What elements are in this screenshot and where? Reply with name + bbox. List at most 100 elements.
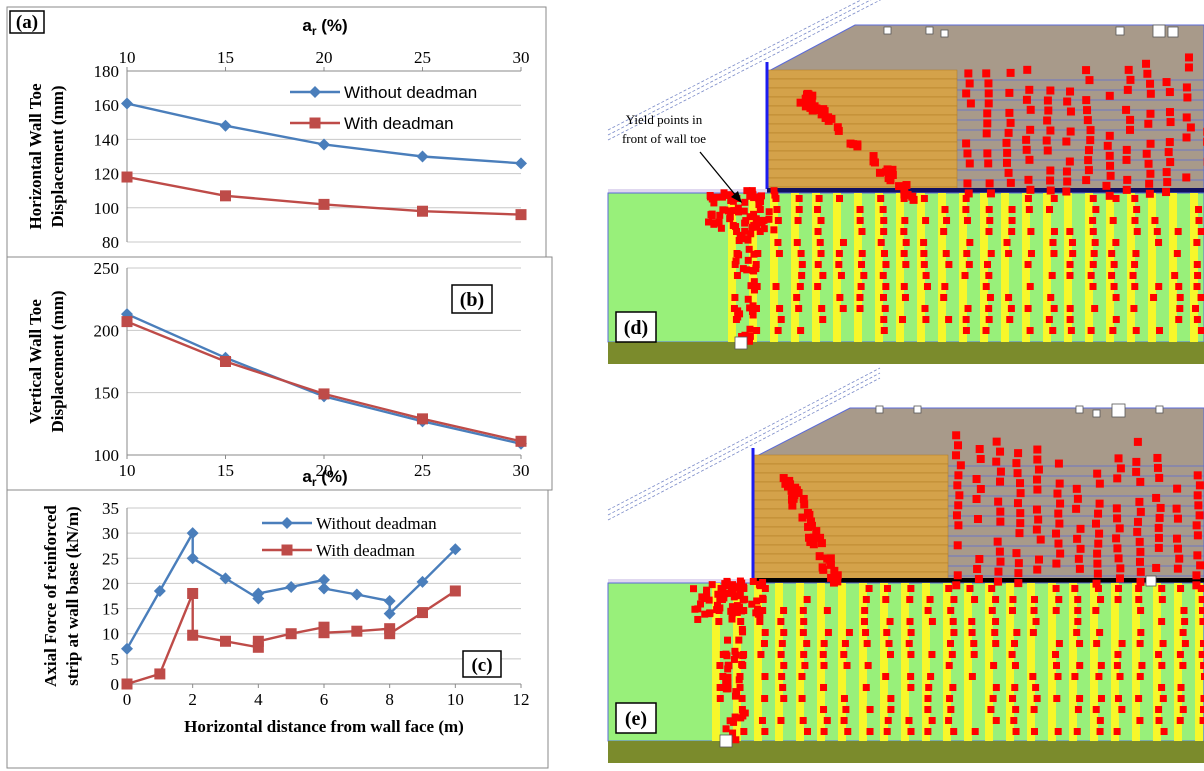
yield-point	[982, 129, 991, 138]
wall-block	[752, 508, 949, 519]
slope-guide-line	[607, 0, 882, 141]
yield-point	[1195, 481, 1204, 490]
legend-label: Without deadman	[344, 83, 477, 102]
yield-point	[1195, 206, 1203, 213]
yield-point	[728, 609, 736, 617]
yield-point	[1056, 499, 1065, 508]
y-axis-label: strip at wall base (kN/m)	[63, 506, 82, 685]
yield-point	[820, 640, 828, 647]
monitor-marker	[940, 29, 949, 38]
yield-point	[1192, 571, 1201, 580]
yield-point	[996, 447, 1005, 456]
yield-point	[1126, 115, 1135, 124]
yield-point	[1046, 206, 1054, 213]
yield-point	[728, 603, 736, 611]
yield-point	[840, 717, 848, 724]
yield-point	[1045, 316, 1053, 323]
yield-point	[949, 684, 957, 691]
yield-point	[733, 608, 741, 616]
yield-point	[738, 706, 746, 713]
yield-point	[1014, 559, 1023, 568]
yield-point	[1072, 484, 1081, 493]
yield-point	[1036, 535, 1045, 544]
yield-point	[953, 541, 962, 550]
x-axis-label: ar (%)	[302, 16, 347, 38]
panel-c: 0 5 10 15 20 25 30 35 0 2 4 6 8 10 12 Without deadman Wi…	[6, 489, 549, 769]
panel-c-label-box	[462, 650, 502, 678]
monitor-marker	[1115, 26, 1125, 36]
yield-point	[710, 194, 718, 202]
yield-point	[840, 651, 848, 658]
marker-with-deadman	[318, 621, 330, 633]
yield-point	[1091, 305, 1099, 312]
foundation	[608, 741, 1204, 763]
yield-point	[1032, 525, 1041, 534]
panel-b-label-box	[451, 284, 493, 314]
yield-point	[800, 651, 808, 658]
yield-point	[1146, 109, 1155, 118]
yield-point	[1063, 177, 1072, 186]
yield-point	[1151, 217, 1159, 224]
marker-with-deadman	[417, 205, 428, 217]
yield-point	[1177, 684, 1185, 691]
yield-point	[1132, 457, 1141, 466]
yield-point	[926, 596, 934, 603]
yield-point	[945, 717, 953, 724]
yield-point	[1118, 640, 1126, 647]
yield-point	[986, 217, 994, 224]
yield-point	[836, 195, 844, 202]
yield-point	[770, 187, 778, 195]
yield-point	[1033, 695, 1041, 702]
yield-point	[1112, 195, 1120, 202]
soil-strip	[1090, 583, 1098, 741]
yield-point	[975, 555, 984, 564]
yield-point	[716, 684, 724, 691]
yield-point	[1155, 239, 1163, 246]
yield-point	[1173, 484, 1182, 493]
yield-point	[953, 481, 962, 490]
yield-point	[1008, 206, 1016, 213]
yield-point	[1174, 228, 1182, 235]
marker-with-deadman	[220, 190, 231, 202]
yield-point	[729, 197, 737, 205]
marker-without-deadman	[219, 572, 232, 585]
soil-strip	[896, 193, 904, 342]
yield-point	[992, 596, 1000, 603]
yield-point	[1013, 469, 1022, 478]
yield-point	[1193, 239, 1201, 246]
yield-point	[920, 239, 928, 246]
yield-point	[706, 609, 714, 617]
yield-point	[880, 316, 888, 323]
y-axis-label: Axial Force of reinforced	[41, 505, 60, 687]
yield-point	[1159, 695, 1167, 702]
y-tick-label: 25	[102, 549, 119, 568]
yield-point	[1173, 564, 1182, 573]
yield-point	[1155, 651, 1163, 658]
yield-point	[1112, 239, 1120, 246]
yield-point	[729, 729, 737, 737]
yield-point	[881, 305, 889, 312]
y-tick-label: 120	[94, 165, 120, 184]
yield-point	[1006, 68, 1015, 77]
yield-point	[741, 227, 749, 235]
yield-point	[724, 673, 732, 681]
yield-point	[750, 267, 758, 275]
yield-point	[1142, 59, 1151, 68]
yield-point	[1072, 504, 1081, 513]
yield-point	[1145, 189, 1154, 198]
yield-point	[971, 596, 979, 603]
yield-point	[758, 219, 766, 227]
yield-point	[1010, 717, 1018, 724]
monitor-marker	[1111, 403, 1126, 418]
yield-point	[765, 208, 773, 216]
yield-point	[905, 717, 913, 724]
marker-with-deadman	[252, 641, 264, 653]
panel-e: (e)	[607, 367, 1204, 763]
yield-point	[737, 618, 745, 625]
yield-point	[1150, 294, 1158, 301]
panel-c-frame	[6, 489, 549, 769]
yield-point	[761, 673, 769, 680]
yield-point	[817, 539, 826, 548]
wall-block	[766, 69, 958, 80]
yield-point	[1048, 272, 1056, 279]
